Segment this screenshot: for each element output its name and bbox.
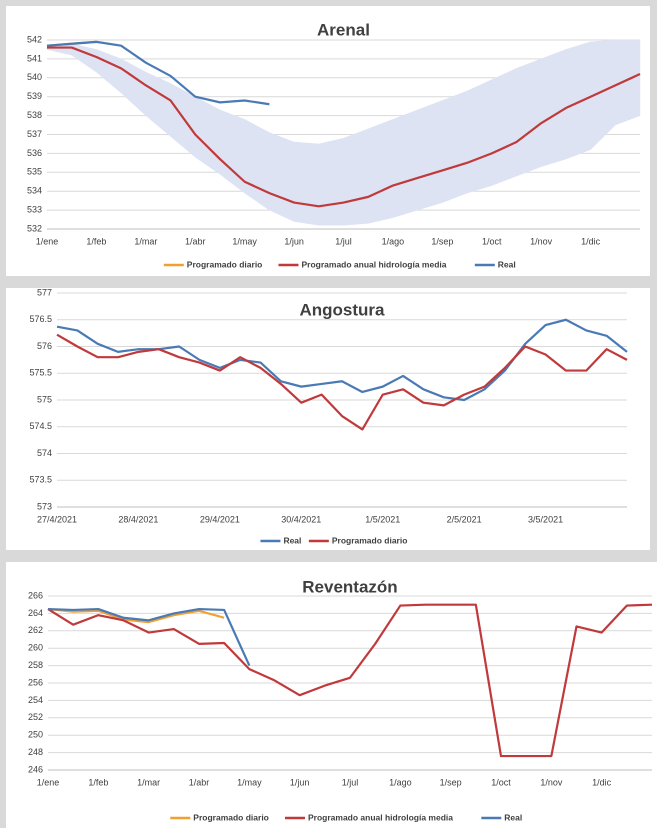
band <box>318 137 344 226</box>
x-tick-label: 1/feb <box>86 236 106 246</box>
x-tick-label: 30/4/2021 <box>281 514 321 524</box>
x-tick-label: 1/mar <box>134 236 157 246</box>
band <box>540 49 567 167</box>
data-line <box>47 607 225 624</box>
chart-title: Reventazón <box>302 577 397 596</box>
y-tick-label: 252 <box>28 712 43 722</box>
y-tick-label: 537 <box>27 129 42 139</box>
x-tick-label: 1/dic <box>581 236 601 246</box>
y-tick-label: 246 <box>28 764 43 774</box>
y-tick-label: 542 <box>27 34 42 44</box>
data-line <box>47 46 641 208</box>
data-line <box>46 40 270 106</box>
x-tick-label: 1/abr <box>189 777 210 787</box>
legend-label: Real <box>504 812 522 822</box>
legend-label: Programado anual hidrología media <box>302 259 447 269</box>
y-tick-label: 535 <box>27 167 42 177</box>
y-tick-label: 541 <box>27 53 42 63</box>
y-tick-label: 539 <box>27 91 42 101</box>
chart-title: Angostura <box>300 300 386 319</box>
x-tick-label: 1/nov <box>530 236 553 246</box>
legend-label: Programado diario <box>193 812 269 822</box>
band <box>392 109 418 218</box>
panel <box>6 562 657 828</box>
x-tick-label: 1/dic <box>592 777 612 787</box>
data-line <box>56 333 628 431</box>
x-tick-label: 1/sep <box>440 777 462 787</box>
y-tick-label: 536 <box>27 148 42 158</box>
x-tick-label: 29/4/2021 <box>200 514 240 524</box>
y-tick-label: 254 <box>28 695 43 705</box>
x-tick-label: 1/abr <box>185 236 206 246</box>
y-tick-label: 538 <box>27 110 42 120</box>
y-tick-label: 533 <box>27 204 42 214</box>
y-tick-label: 248 <box>28 747 43 757</box>
data-line <box>47 607 251 667</box>
y-tick-label: 534 <box>27 186 42 196</box>
band <box>417 100 443 211</box>
x-tick-label: 1/ago <box>389 777 412 787</box>
x-tick-label: 1/feb <box>88 777 108 787</box>
x-tick-label: 28/4/2021 <box>118 514 158 524</box>
y-tick-label: 574.5 <box>29 421 52 431</box>
y-tick-label: 576.5 <box>29 314 52 324</box>
y-tick-label: 573.5 <box>29 475 52 485</box>
y-tick-label: 540 <box>27 72 42 82</box>
legend-label: Programado diario <box>187 259 263 269</box>
x-tick-label: 1/5/2021 <box>365 514 400 524</box>
legend-label: Real <box>498 259 516 269</box>
x-tick-label: 1/jul <box>342 777 359 787</box>
x-tick-label: 3/5/2021 <box>528 514 563 524</box>
y-tick-label: 266 <box>28 590 43 600</box>
x-tick-label: 1/ene <box>37 777 60 787</box>
band <box>442 90 468 203</box>
y-tick-label: 250 <box>28 730 43 740</box>
data-line <box>47 603 653 758</box>
band <box>491 67 517 186</box>
x-tick-label: 1/jul <box>335 236 352 246</box>
y-tick-label: 575.5 <box>29 368 52 378</box>
band <box>466 79 492 194</box>
band <box>615 39 641 126</box>
x-tick-label: 1/oct <box>482 236 502 246</box>
x-tick-label: 1/jun <box>284 236 304 246</box>
x-tick-label: 1/sep <box>431 236 453 246</box>
y-tick-label: 575 <box>37 394 52 404</box>
x-tick-label: 2/5/2021 <box>447 514 482 524</box>
band <box>343 128 369 226</box>
y-tick-label: 258 <box>28 660 43 670</box>
y-tick-label: 574 <box>37 448 52 458</box>
x-tick-label: 1/may <box>232 236 257 246</box>
x-tick-label: 1/jun <box>290 777 310 787</box>
y-tick-label: 264 <box>28 608 43 618</box>
y-tick-label: 256 <box>28 677 43 687</box>
y-tick-label: 573 <box>37 501 52 511</box>
band <box>293 141 320 226</box>
x-tick-label: 1/ene <box>36 236 59 246</box>
chart-title: Arenal <box>317 20 370 39</box>
y-tick-label: 260 <box>28 643 43 653</box>
y-tick-label: 577 <box>37 287 52 297</box>
y-tick-label: 532 <box>27 223 42 233</box>
band <box>516 58 542 177</box>
x-tick-label: 1/ago <box>382 236 405 246</box>
y-tick-label: 576 <box>37 341 52 351</box>
x-tick-label: 1/may <box>237 777 262 787</box>
x-tick-label: 27/4/2021 <box>37 514 77 524</box>
x-tick-label: 1/nov <box>540 777 563 787</box>
legend-label: Real <box>283 535 301 545</box>
band <box>367 119 394 224</box>
x-tick-label: 1/oct <box>491 777 511 787</box>
band <box>565 41 591 160</box>
y-tick-label: 262 <box>28 625 43 635</box>
x-tick-label: 1/mar <box>137 777 160 787</box>
band <box>269 132 295 222</box>
legend-label: Programado diario <box>332 535 408 545</box>
panel <box>6 288 650 550</box>
legend-label: Programado anual hidrología media <box>308 812 453 822</box>
